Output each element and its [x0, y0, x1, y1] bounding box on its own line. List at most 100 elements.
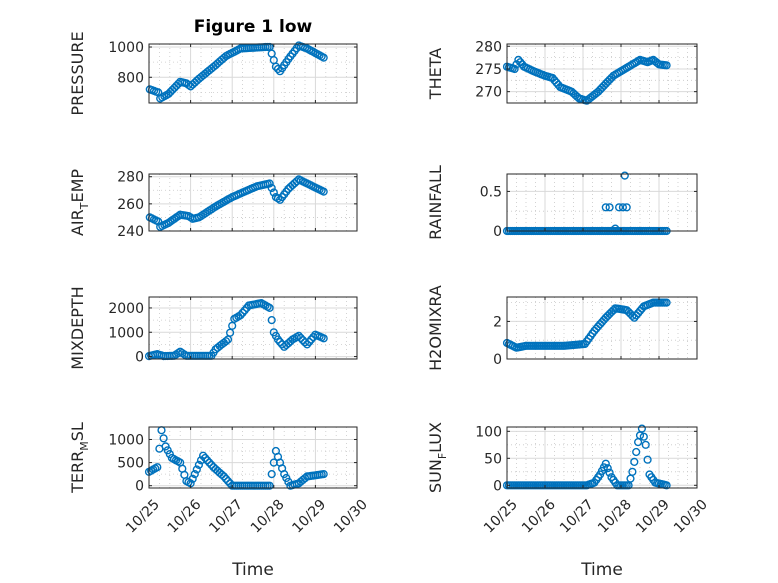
- h2omixra-subplot: 0 2 H2OMIXRA: [426, 285, 698, 371]
- terr-msl-data-point: [153, 463, 162, 472]
- sun-flux-data-point: [603, 464, 612, 473]
- sun-flux-data-point: [630, 457, 639, 467]
- sun-flux-data-point: [601, 459, 610, 468]
- mixdepth-data-point: [307, 335, 316, 344]
- air-temp-data-point: [154, 217, 163, 226]
- mixdepth-data-point: [275, 337, 285, 347]
- h2omixra-y-tick-label: 2: [493, 314, 502, 330]
- terr-msl-data-point: [190, 470, 199, 479]
- terr-msl-data-point: [319, 470, 328, 479]
- sun-flux-data-point: [641, 440, 650, 449]
- theta-axes-box: [506, 43, 698, 104]
- sun-flux-data-point: [628, 467, 637, 476]
- theta-data-point: [510, 64, 519, 74]
- rainfall-data-point: [611, 224, 620, 233]
- terr-msl-y-axis-label: TERRMSL: [68, 422, 91, 494]
- terr-msl-data-point: [199, 451, 208, 460]
- terr-msl-data-point: [203, 456, 212, 465]
- sun-flux-x-tick-label: 10/27: [557, 497, 597, 537]
- theta-y-tick-label: 275: [475, 62, 502, 78]
- rainfall-data-point: [605, 203, 614, 212]
- pressure-data-point: [273, 64, 283, 74]
- air-temp-y-axis-label: AIRTEMP: [68, 169, 91, 236]
- sun-flux-x-tick-label: 10/29: [633, 497, 673, 537]
- terr-msl-data-point: [201, 453, 210, 463]
- air-temp-data-point: [267, 183, 276, 193]
- theta-subplot: 270 275 280 THETA: [426, 39, 698, 105]
- terr-msl-x-axis-label: Time: [231, 560, 274, 580]
- air-temp-y-tick-label: 260: [117, 197, 144, 213]
- air-temp-data-point: [273, 194, 283, 203]
- terr-msl-plot-area: [149, 427, 357, 488]
- terr-msl-y-tick-label: 1000: [108, 432, 144, 448]
- mixdepth-y-tick-label: 1000: [108, 325, 144, 341]
- terr-msl-x-tick-label: 10/29: [289, 497, 329, 537]
- rainfall-axes-box: [506, 173, 698, 232]
- terr-msl-subplot: 0 500 1000 10/25 10/26 10/27 10/28 10/29 10/30 TE…: [68, 422, 371, 580]
- rainfall-y-axis-label: RAINFALL: [426, 165, 445, 240]
- h2omixra-data-point: [609, 306, 618, 315]
- sun-flux-data-point: [605, 468, 614, 477]
- sun-flux-y-tick-label: 100: [475, 424, 502, 440]
- terr-msl-data-point: [165, 450, 174, 459]
- sun-flux-plot-area: [507, 427, 697, 488]
- sun-flux-x-tick-label: 10/30: [671, 497, 711, 537]
- theta-data-point: [662, 61, 671, 70]
- mixdepth-data-point: [294, 331, 303, 341]
- terr-msl-x-tick-label: 10/28: [248, 497, 288, 537]
- h2omixra-y-axis-label: H2OMIXRA: [426, 285, 445, 371]
- rainfall-y-tick-label: 0.5: [480, 184, 502, 200]
- mixdepth-data-point: [296, 333, 305, 343]
- rainfall-data-point: [614, 203, 624, 212]
- mixdepth-data-point: [267, 316, 276, 325]
- pressure-y-tick-label: 800: [117, 70, 144, 86]
- mixdepth-axes-box: [148, 296, 358, 360]
- h2omixra-axes-box: [506, 296, 698, 360]
- mixdepth-subplot: 0 1000 2000 MIXDEPTH: [68, 286, 358, 370]
- sun-flux-x-axis-label: Time: [580, 560, 623, 580]
- theta-y-tick-label: 280: [475, 39, 502, 55]
- pressure-data-point: [319, 53, 328, 62]
- pressure-y-axis-label: PRESSURE: [68, 31, 87, 115]
- theta-y-tick-label: 270: [475, 85, 502, 101]
- pressure-chart-title: Figure 1 low: [194, 17, 313, 37]
- terr-msl-data-point: [161, 442, 170, 451]
- pressure-axes-box: [148, 43, 358, 104]
- terr-msl-data-point: [265, 481, 274, 490]
- air-temp-data-point: [269, 188, 278, 197]
- sun-flux-axes-box: [506, 426, 698, 489]
- rainfall-y-tick-label: 0: [493, 224, 502, 240]
- sun-flux-data-point: [632, 447, 641, 457]
- sun-flux-data-point: [639, 432, 648, 441]
- mixdepth-y-axis-label: MIXDEPTH: [68, 286, 87, 369]
- terr-msl-x-tick-label: 10/26: [165, 497, 205, 537]
- terr-msl-data-point: [192, 465, 201, 474]
- air-temp-data-point: [319, 187, 328, 196]
- air-temp-data-point: [265, 179, 274, 188]
- terr-msl-data-point: [280, 470, 289, 479]
- sun-flux-y-axis-label: SUNFLUX: [426, 422, 449, 493]
- mixdepth-y-tick-label: 0: [135, 350, 144, 366]
- sun-flux-data-point: [662, 481, 671, 490]
- air-temp-y-tick-label: 240: [117, 224, 144, 240]
- rainfall-data-point: [618, 203, 628, 212]
- h2omixra-y-tick-label: 0: [493, 352, 502, 368]
- terr-msl-x-tick-label: 10/27: [206, 497, 246, 537]
- sun-flux-data-point: [637, 424, 647, 433]
- terr-msl-x-tick-label: 10/30: [331, 497, 371, 537]
- theta-y-axis-label: THETA: [426, 48, 445, 100]
- mixdepth-data-point: [265, 303, 274, 313]
- terr-msl-data-point: [205, 458, 214, 467]
- rainfall-data-point: [601, 203, 610, 212]
- mixdepth-data-point: [319, 334, 328, 343]
- mixdepth-data-point: [221, 337, 231, 346]
- mixdepth-data-point: [303, 340, 312, 349]
- air-temp-axes-box: [148, 173, 358, 232]
- sun-flux-x-tick-label: 10/26: [519, 497, 559, 537]
- mixdepth-y-tick-label: 2000: [108, 301, 144, 317]
- terr-msl-data-point: [217, 470, 226, 479]
- pressure-y-tick-label: 1000: [108, 40, 144, 56]
- terr-msl-data-point: [188, 474, 197, 483]
